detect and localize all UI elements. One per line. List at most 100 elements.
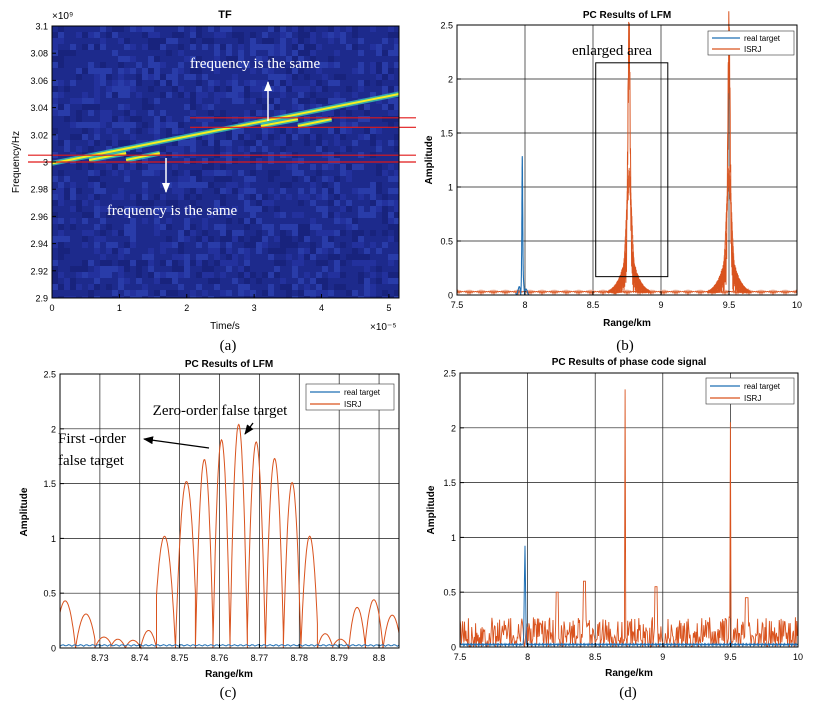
- tf-noise-cell: [232, 86, 238, 92]
- c-legend-box: [305, 383, 395, 411]
- tf-noise-cell: [370, 290, 376, 296]
- tf-noise-cell: [58, 38, 64, 44]
- tf-noise-cell: [178, 50, 184, 56]
- tf-noise-cell: [250, 188, 256, 194]
- tf-noise-cell: [364, 128, 370, 134]
- tf-noise-cell: [82, 98, 88, 104]
- tf-noise-cell: [52, 98, 58, 104]
- x-tick-label: 8: [522, 300, 527, 310]
- tf-noise-cell: [340, 260, 346, 266]
- tf-noise-cell: [352, 140, 358, 146]
- tf-noise-cell: [328, 26, 334, 32]
- tf-noise-cell: [292, 176, 298, 182]
- tf-noise-cell: [238, 98, 244, 104]
- tf-noise-cell: [52, 272, 58, 278]
- tf-noise-cell: [208, 182, 214, 188]
- tf-noise-cell: [286, 194, 292, 200]
- tf-noise-cell: [292, 134, 298, 140]
- tf-noise-cell: [238, 218, 244, 224]
- tf-noise-cell: [232, 188, 238, 194]
- tf-noise-cell: [88, 62, 94, 68]
- tf-noise-cell: [226, 248, 232, 254]
- tf-noise-cell: [190, 26, 196, 32]
- x-tick-label: 10: [792, 300, 802, 310]
- tf-noise-cell: [190, 74, 196, 80]
- tf-noise-cell: [376, 248, 382, 254]
- tf-noise-cell: [154, 194, 160, 200]
- tf-noise-cell: [364, 284, 370, 290]
- tf-noise-cell: [214, 56, 220, 62]
- tf-noise-cell: [388, 254, 394, 260]
- tf-noise-cell: [214, 200, 220, 206]
- tf-noise-cell: [316, 134, 322, 140]
- tf-noise-cell: [286, 224, 292, 230]
- tf-noise-cell: [328, 212, 334, 218]
- tf-noise-cell: [94, 206, 100, 212]
- tf-noise-cell: [172, 32, 178, 38]
- tf-noise-cell: [262, 194, 268, 200]
- tf-noise-cell: [124, 104, 130, 110]
- tf-noise-cell: [190, 188, 196, 194]
- tf-noise-cell: [364, 104, 370, 110]
- x-tick-label: 9: [658, 300, 663, 310]
- tf-noise-cell: [358, 236, 364, 242]
- tf-noise-cell: [340, 74, 346, 80]
- tf-noise-cell: [382, 200, 388, 206]
- tf-noise-cell: [226, 182, 232, 188]
- tf-noise-cell: [256, 110, 262, 116]
- tf-noise-cell: [64, 140, 70, 146]
- tf-noise-cell: [250, 290, 256, 296]
- tf-noise-cell: [370, 206, 376, 212]
- tf-noise-cell: [364, 134, 370, 140]
- tf-noise-cell: [286, 164, 292, 170]
- tf-noise-cell: [160, 74, 166, 80]
- tf-noise-cell: [148, 200, 154, 206]
- tf-noise-cell: [52, 188, 58, 194]
- tf-noise-cell: [94, 194, 100, 200]
- tf-noise-cell: [292, 224, 298, 230]
- tf-noise-cell: [76, 272, 82, 278]
- tf-noise-cell: [238, 44, 244, 50]
- tf-noise-cell: [154, 68, 160, 74]
- tf-noise-cell: [268, 248, 274, 254]
- y-tick-label: 1.5: [43, 479, 56, 489]
- tf-noise-cell: [226, 92, 232, 98]
- tf-noise-cell: [220, 176, 226, 182]
- tf-noise-cell: [370, 68, 376, 74]
- tf-noise-cell: [244, 272, 250, 278]
- tf-noise-cell: [322, 140, 328, 146]
- tf-noise-cell: [112, 32, 118, 38]
- tf-noise-cell: [136, 62, 142, 68]
- tf-noise-cell: [286, 86, 292, 92]
- tf-noise-cell: [172, 74, 178, 80]
- tf-noise-cell: [346, 290, 352, 296]
- tf-noise-cell: [124, 290, 130, 296]
- tf-noise-cell: [208, 104, 214, 110]
- tf-noise-cell: [178, 284, 184, 290]
- tf-noise-cell: [280, 62, 286, 68]
- tf-noise-cell: [184, 230, 190, 236]
- tf-noise-cell: [172, 266, 178, 272]
- tf-noise-cell: [244, 140, 250, 146]
- tf-noise-cell: [328, 32, 334, 38]
- tf-noise-cell: [238, 236, 244, 242]
- tf-noise-cell: [88, 98, 94, 104]
- tf-noise-cell: [226, 290, 232, 296]
- tf-noise-cell: [88, 260, 94, 266]
- tf-noise-cell: [70, 224, 76, 230]
- y-tick-label: 0.5: [443, 588, 456, 598]
- tf-noise-cell: [124, 212, 130, 218]
- tf-noise-cell: [166, 182, 172, 188]
- tf-noise-cell: [250, 50, 256, 56]
- tf-noise-cell: [238, 266, 244, 272]
- tf-noise-cell: [58, 218, 64, 224]
- tf-noise-cell: [340, 194, 346, 200]
- tf-noise-cell: [172, 260, 178, 266]
- tf-noise-cell: [166, 38, 172, 44]
- tf-noise-cell: [232, 278, 238, 284]
- tf-noise-cell: [376, 68, 382, 74]
- tf-noise-cell: [94, 224, 100, 230]
- tf-noise-cell: [184, 116, 190, 122]
- tf-noise-cell: [70, 266, 76, 272]
- tf-noise-cell: [136, 206, 142, 212]
